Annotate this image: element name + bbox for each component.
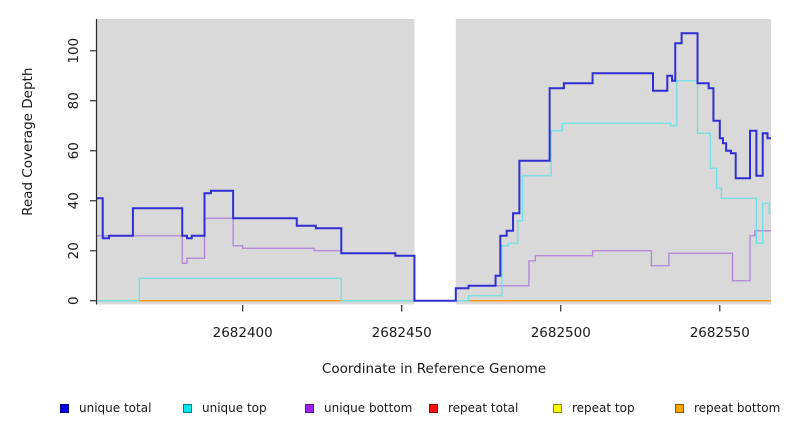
unique-bottom-swatch-icon	[305, 403, 314, 413]
legend-label: repeat bottom	[694, 401, 781, 415]
legend-label: unique top	[202, 401, 267, 415]
y-axis-label: Read Coverage Depth	[20, 68, 36, 216]
repeat-bottom-swatch-icon	[675, 403, 684, 413]
legend-item-repeat-bottom: repeat bottom	[675, 400, 780, 416]
unique-top-swatch-icon	[183, 403, 192, 413]
x-tick-label-2682500: 2682500	[531, 325, 591, 341]
legend-label: repeat total	[448, 401, 519, 415]
legend-item-repeat-top: repeat top	[553, 400, 635, 416]
y-tick-label-40: 40	[66, 192, 82, 209]
legend-item-unique-top: unique top	[183, 400, 267, 416]
repeat-top-swatch-icon	[553, 403, 562, 413]
y-tick-label-20: 20	[66, 242, 82, 259]
no-data-gap	[414, 19, 456, 305]
legend-item-unique-total: unique total	[60, 400, 151, 416]
series-line-unique-top	[97, 80, 771, 302]
x-tick-label-2682450: 2682450	[372, 325, 432, 341]
legend-label: unique bottom	[324, 401, 413, 415]
y-tick-label-60: 60	[66, 142, 82, 159]
repeat-total-swatch-icon	[429, 403, 438, 413]
y-tick-label-100: 100	[66, 38, 82, 64]
chart-legend: unique total unique top unique bottom re…	[0, 400, 792, 420]
legend-label: unique total	[79, 401, 152, 415]
x-axis-label: Coordinate in Reference Genome	[322, 361, 546, 377]
unique-total-swatch-icon	[60, 403, 69, 413]
legend-item-unique-bottom: unique bottom	[305, 400, 412, 416]
legend-label: repeat top	[572, 401, 635, 415]
y-tick-label-80: 80	[66, 92, 82, 109]
series-line-unique-total	[97, 32, 771, 302]
x-tick-label-2682400: 2682400	[213, 325, 273, 341]
y-tick-label-0: 0	[66, 296, 82, 305]
x-tick-label-2682550: 2682550	[690, 325, 750, 341]
legend-item-repeat-total: repeat total	[429, 400, 518, 416]
